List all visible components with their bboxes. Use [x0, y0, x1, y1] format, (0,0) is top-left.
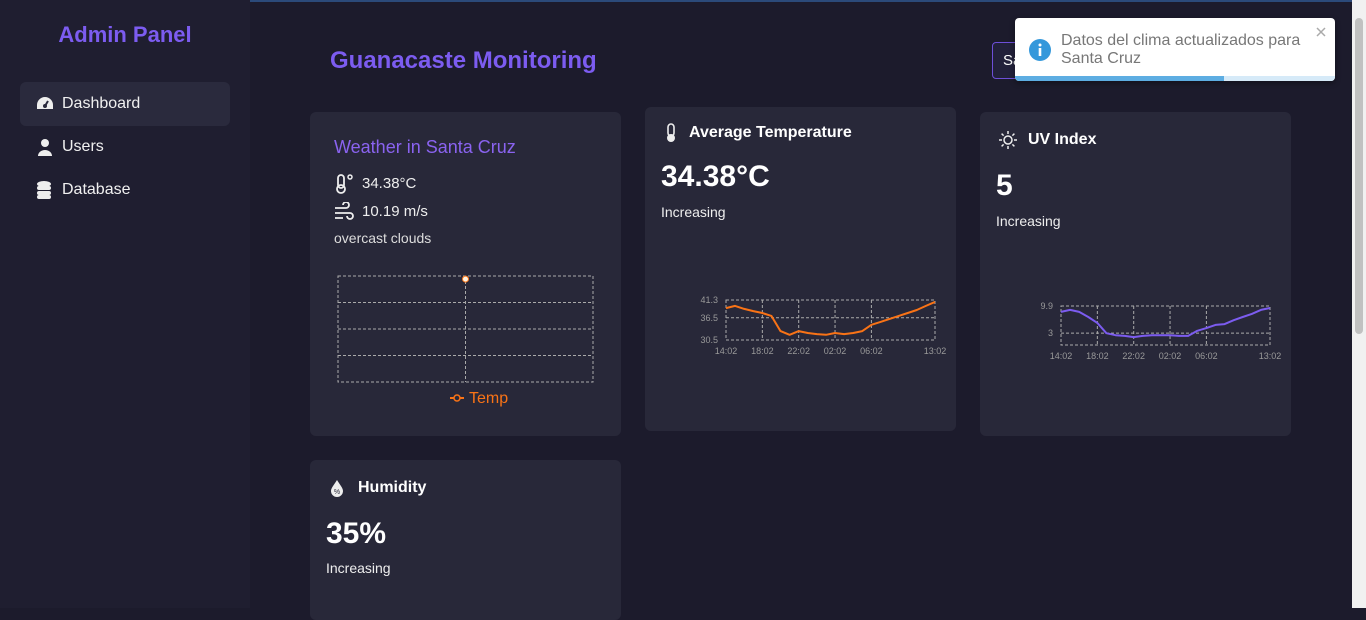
nav-label: Users: [62, 138, 104, 155]
card-value: 5: [996, 169, 1013, 202]
scrollbar-thumb: [1355, 18, 1363, 334]
nav-users[interactable]: Users: [20, 125, 230, 169]
svg-text:%: %: [334, 489, 340, 496]
weather-wind: 10.19 m/s: [362, 203, 428, 220]
toast[interactable]: Datos del clima actualizados para Santa …: [1015, 18, 1335, 81]
weather-description: overcast clouds: [334, 230, 432, 246]
users-icon: [38, 139, 52, 156]
card-title: Average Temperature: [689, 124, 852, 141]
thermometer-icon: [336, 174, 353, 194]
toast-close[interactable]: [1315, 26, 1327, 38]
database-icon: [37, 181, 51, 199]
dashboard-icon: [37, 97, 53, 109]
temperature-card: Average Temperature 34.38°C Increasing: [645, 107, 956, 431]
drop-icon: %: [331, 480, 343, 497]
card-title: Humidity: [358, 479, 427, 496]
sidebar-title: Admin Panel: [58, 22, 192, 47]
nav-database[interactable]: Database: [20, 168, 230, 212]
card-trend: Increasing: [661, 204, 726, 220]
top-strip: [0, 0, 1366, 2]
weather-title: Weather in Santa Cruz: [334, 137, 516, 157]
card-trend: Increasing: [996, 213, 1061, 229]
nav-dashboard[interactable]: Dashboard: [20, 82, 230, 126]
toast-message: Datos del clima actualizados para Santa …: [1061, 32, 1301, 67]
weather-card: Weather in Santa Cruz 34.38°C 10.19 m/s …: [310, 112, 621, 436]
nav-label: Database: [62, 181, 131, 198]
page-title: Guanacaste Monitoring: [330, 47, 597, 74]
info-icon: [1029, 39, 1051, 61]
card-title: UV Index: [1028, 131, 1097, 148]
wind-icon: [335, 202, 354, 220]
sidebar: Admin Panel Dashboard Users Database: [0, 0, 250, 608]
nav-label: Dashboard: [62, 95, 141, 112]
weather-temp: 34.38°C: [362, 175, 417, 192]
card-trend: Increasing: [326, 560, 391, 576]
scrollbar: [1352, 0, 1366, 608]
thermometer-icon: [667, 123, 675, 142]
sun-icon: [999, 131, 1017, 149]
uv-card: UV Index 5 Increasing: [980, 112, 1291, 436]
toast-progress-track: [1224, 76, 1335, 81]
humidity-card: % Humidity 35% Increasing: [310, 460, 621, 620]
card-value: 34.38°C: [661, 160, 770, 193]
toast-progress: [1015, 76, 1224, 81]
card-value: 35%: [326, 517, 387, 550]
